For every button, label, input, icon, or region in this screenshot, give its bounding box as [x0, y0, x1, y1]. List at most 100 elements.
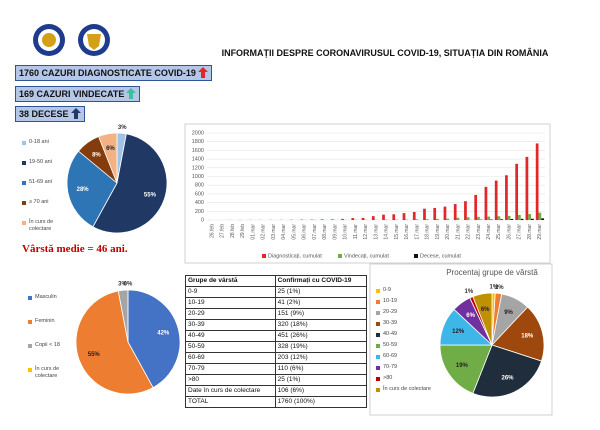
table-cell: 10-19 [185, 297, 276, 309]
legend-swatch [28, 319, 32, 324]
pie-slice [66, 150, 118, 228]
x-tick-label: 01.mar [250, 224, 256, 240]
stat-text: 38 DECESE [19, 109, 69, 119]
bar [382, 214, 385, 220]
y-tick-label: 800 [195, 183, 204, 189]
slice-label: 55% [144, 192, 157, 198]
bar [477, 216, 480, 220]
legend-swatch [22, 140, 26, 145]
table-cell: 203 (12%) [274, 352, 368, 364]
bar [484, 186, 488, 220]
legend-item: 0-18 ani [22, 139, 58, 146]
stat-box: 1760 CAZURI DIAGNOSTICATE COVID-19 [15, 65, 212, 81]
legend-label: ≥ 70 ani [29, 199, 49, 205]
legend-label: 70-79 [383, 364, 398, 370]
bar [436, 218, 439, 220]
y-tick-label: 1400 [192, 157, 204, 163]
slice-label: 18% [521, 334, 534, 340]
pie-slice [439, 344, 493, 394]
x-tick-label: 29.feb [240, 224, 246, 238]
x-tick-label: 07.mar [312, 224, 318, 240]
bar [402, 213, 406, 220]
table-cell: 106 (6%) [274, 385, 368, 397]
x-tick-label: 25.mar [496, 224, 502, 240]
x-tick-label: 13.mar [373, 224, 379, 240]
legend-label: 0-18 ani [29, 139, 49, 145]
table-cell: 41 (2%) [274, 297, 368, 309]
legend-swatch [262, 254, 266, 258]
table-row: 60-69 203 (12%) [185, 352, 368, 364]
stat-text: 1760 CAZURI DIAGNOSTICATE COVID-19 [19, 68, 196, 78]
slice-label: 9% [504, 310, 513, 316]
bar [538, 212, 542, 220]
legend-swatch [414, 254, 418, 258]
table-row: 0-9 25 (1%) [185, 286, 368, 298]
y-tick-label: 400 [195, 200, 204, 206]
legend-item: Masculin [28, 294, 68, 301]
x-tick-label: 19.mar [435, 224, 441, 240]
legend-item: 50-59 [376, 342, 432, 349]
bar [525, 156, 529, 220]
table-cell: >80 [185, 374, 276, 386]
legend-item: Copii < 18 [28, 342, 68, 349]
logo-gov-crest [42, 33, 56, 47]
bar [518, 214, 521, 220]
bar [531, 218, 534, 220]
table-cell: 25 (1%) [274, 286, 368, 298]
table-row: 30-39 320 (18%) [185, 319, 368, 331]
table-row: 40-49 451 (26%) [185, 330, 368, 342]
logos [33, 24, 110, 56]
legend-swatch [376, 299, 380, 304]
slice-label: 3% [118, 282, 127, 288]
arrow-up [197, 67, 208, 78]
table-cell: 328 (19%) [274, 341, 368, 353]
x-tick-label: 26.feb [209, 224, 215, 238]
y-tick-label: 1200 [192, 165, 204, 171]
bar [330, 219, 334, 220]
table-cell: 0-9 [185, 286, 276, 298]
bar [412, 211, 416, 220]
legend-swatch [28, 295, 32, 300]
table-row: 20-29 151 (9%) [185, 308, 368, 320]
x-tick-label: 12.mar [363, 224, 369, 240]
x-tick-label: 28.mar [527, 224, 533, 240]
y-tick-label: 1000 [192, 174, 204, 180]
legend-label: Decese, cumulat [420, 253, 461, 259]
table-cell: 60-69 [185, 352, 276, 364]
bar [510, 218, 514, 220]
x-tick-label: 18.mar [425, 224, 431, 240]
table-row: Date în curs de colectare 106 (6%) [185, 385, 368, 397]
pie-slice [92, 133, 168, 234]
y-tick-label: 1600 [192, 148, 204, 154]
slice-label: 8% [92, 152, 101, 158]
legend-label: Vindecați, cumulat [344, 253, 389, 259]
y-tick-label: 200 [195, 209, 204, 215]
x-tick-label: 23.mar [476, 224, 482, 240]
legend-item: >80 [376, 375, 432, 382]
legend-item: 51-69 ani [22, 179, 58, 186]
stat-box: 169 CAZURI VINDECATE [15, 86, 141, 102]
bar [494, 180, 498, 220]
x-tick-label: 09.mar [332, 224, 338, 240]
slice-label: 19% [456, 363, 469, 369]
legend-swatch [22, 200, 26, 205]
bar [474, 194, 478, 220]
slice-label: 2% [495, 285, 504, 291]
table-row: 10-19 41 (2%) [185, 297, 368, 309]
page-title: INFORMAȚII DESPRE CORONAVIRUSUL COVID-19… [221, 48, 549, 58]
x-tick-label: 08.mar [322, 224, 328, 240]
table-row: 70-79 110 (6%) [185, 363, 368, 375]
x-tick-label: 26.mar [506, 224, 512, 240]
table-row: TOTAL 1760 (100%) [185, 396, 368, 408]
bar-chart-frame [184, 123, 551, 264]
x-tick-label: 28.feb [230, 224, 236, 238]
y-tick-label: 1800 [192, 139, 204, 145]
bar [425, 219, 429, 220]
x-tick-label: 05.mar [291, 224, 297, 240]
bar [520, 218, 524, 220]
table-header-row: Grupe de vârstă Confirmați cu COVID-19 [185, 275, 368, 287]
x-tick-label: 15.mar [394, 224, 400, 240]
x-tick-label: 29.mar [537, 224, 543, 240]
